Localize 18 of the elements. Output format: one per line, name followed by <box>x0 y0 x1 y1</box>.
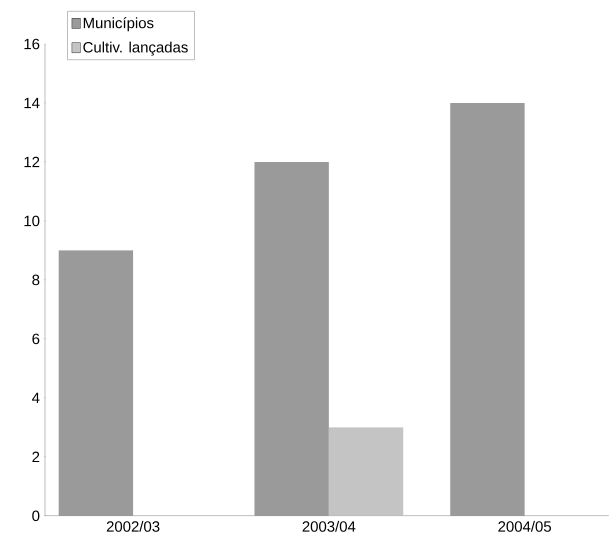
x-tick-label: 2004/05 <box>498 520 551 532</box>
y-tick-label: 14 <box>24 98 40 108</box>
y-tick-label: 0 <box>32 510 40 522</box>
bar <box>254 162 329 516</box>
bar <box>450 103 525 516</box>
y-tick-label: 10 <box>24 216 40 226</box>
y-tick-label: 8 <box>32 274 40 286</box>
y-tick-label: 2 <box>32 452 40 462</box>
x-tick-label: 2003/04 <box>302 520 356 532</box>
legend-label: Municípios <box>84 17 154 32</box>
y-tick-label: 6 <box>32 334 40 344</box>
legend-label: Cultiv. lançadas <box>83 42 188 56</box>
bar <box>58 250 134 516</box>
x-tick-label: 2002/03 <box>106 520 160 532</box>
y-tick-label: 4 <box>32 392 40 404</box>
y-tick-label: 12 <box>24 156 40 168</box>
y-tick-label: 16 <box>24 38 40 50</box>
bar <box>328 427 404 516</box>
